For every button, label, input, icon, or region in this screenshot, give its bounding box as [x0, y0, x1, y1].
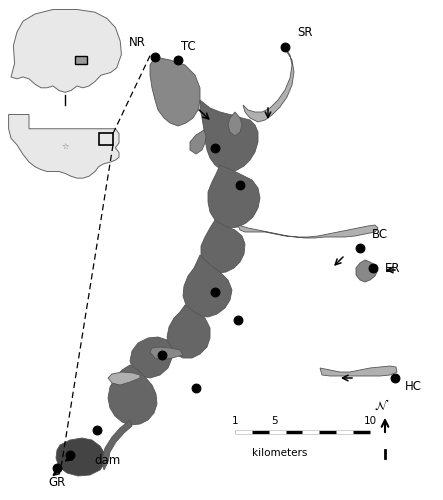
Polygon shape	[130, 337, 172, 378]
Polygon shape	[238, 225, 378, 238]
Polygon shape	[228, 112, 242, 136]
Text: TC: TC	[181, 40, 195, 52]
Polygon shape	[56, 438, 105, 476]
Polygon shape	[183, 255, 232, 317]
Polygon shape	[108, 372, 140, 385]
Polygon shape	[167, 305, 210, 358]
Point	[66, 451, 74, 459]
Polygon shape	[243, 47, 294, 122]
Point	[234, 316, 241, 324]
Point	[175, 56, 182, 64]
Text: kilometers: kilometers	[253, 448, 308, 458]
Point	[281, 43, 288, 51]
Polygon shape	[150, 57, 200, 126]
Text: ☆: ☆	[61, 143, 69, 152]
Text: $\mathcal{N}$: $\mathcal{N}$	[374, 398, 390, 413]
Text: ER: ER	[385, 262, 401, 274]
Point	[159, 351, 166, 359]
Polygon shape	[11, 10, 121, 92]
Point	[152, 53, 159, 61]
Polygon shape	[150, 347, 183, 360]
Point	[211, 288, 218, 296]
Polygon shape	[201, 220, 245, 273]
Point	[192, 384, 199, 392]
Polygon shape	[8, 114, 119, 178]
Bar	[99, 134, 113, 145]
Polygon shape	[190, 130, 206, 154]
Text: NR: NR	[128, 36, 145, 50]
Text: 5: 5	[272, 416, 278, 426]
Point	[357, 244, 364, 252]
Point	[93, 426, 101, 434]
Point	[392, 374, 399, 382]
Point	[237, 181, 244, 189]
Polygon shape	[200, 100, 258, 172]
Text: BC: BC	[372, 228, 388, 240]
Bar	[74, 56, 86, 64]
Polygon shape	[320, 366, 397, 376]
Text: HC: HC	[404, 380, 421, 392]
Text: SR: SR	[297, 26, 313, 40]
Text: dam: dam	[95, 454, 121, 466]
Polygon shape	[356, 260, 378, 282]
Point	[211, 144, 218, 152]
Point	[369, 264, 377, 272]
Polygon shape	[102, 420, 132, 470]
Text: 1: 1	[232, 416, 238, 426]
Text: 10: 10	[363, 416, 377, 426]
Polygon shape	[108, 365, 157, 425]
Polygon shape	[208, 165, 260, 228]
Point	[54, 464, 61, 472]
Text: GR: GR	[48, 476, 66, 488]
